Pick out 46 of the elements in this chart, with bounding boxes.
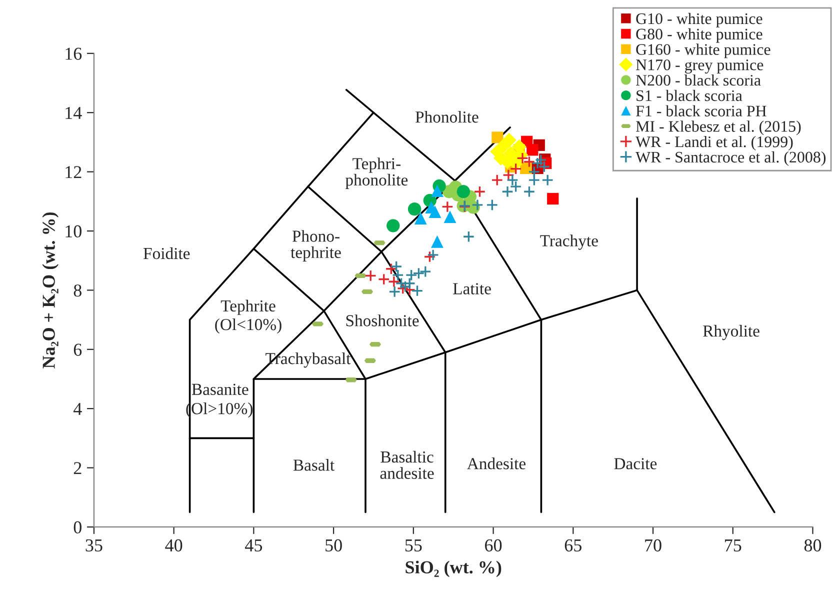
x-tick-label: 40 xyxy=(165,539,182,552)
annotation: Basaltic andesite xyxy=(380,450,434,479)
legend-label: S1 - black scoria xyxy=(636,90,742,102)
x-axis-title: SiO₂ (wt. %) xyxy=(406,560,502,578)
x-tick-label: 55 xyxy=(405,539,422,552)
y-tick-label: 6 xyxy=(74,344,82,356)
annotation: Andesite xyxy=(467,458,526,470)
legend-label: F1 - black scoria PH xyxy=(636,105,766,116)
annotation: Dacite xyxy=(614,458,657,470)
annotation: Foidite xyxy=(144,247,190,260)
y-tick-label: 12 xyxy=(66,166,82,178)
x-tick-label: 45 xyxy=(245,539,262,552)
y-tick-label: 14 xyxy=(66,106,82,119)
y-tick-label: 4 xyxy=(73,402,82,415)
legend-label: G80 - white pumice xyxy=(636,28,762,43)
annotation: Latite xyxy=(453,283,491,294)
annotation: Basalt xyxy=(293,459,334,471)
legend-label: MI - Klebesz et al. (2015) xyxy=(636,120,801,136)
x-tick-label: 80 xyxy=(804,539,822,552)
annotation: Shoshonite xyxy=(346,314,419,326)
annotation: Trachyte xyxy=(540,234,598,250)
annotation: (Ol<10%) xyxy=(215,318,282,334)
x-tick-label: 35 xyxy=(86,539,102,552)
x-tick-label: 50 xyxy=(326,539,342,552)
y-tick-label: 8 xyxy=(74,284,82,297)
legend-label: WR - Santacroce et al. (2008) xyxy=(636,151,826,166)
x-tick-label: 65 xyxy=(564,539,582,552)
legend-label: G160 - white pumice xyxy=(636,44,770,58)
x-tick-label: 60 xyxy=(485,539,502,552)
annotation: Tephri- phonolite xyxy=(345,158,408,189)
y-tick-label: 16 xyxy=(66,48,82,60)
x-tick-label: 75 xyxy=(725,539,742,552)
annotation: Phono- tephrite xyxy=(290,230,341,262)
y-axis-title: Na₂O + K₂O (wt. %) xyxy=(42,212,59,368)
y-tick-label: 0 xyxy=(74,521,82,534)
annotation: Basanite xyxy=(192,384,248,395)
annotation: Tephrite xyxy=(220,300,276,315)
x-tick-label: 70 xyxy=(645,539,662,552)
y-tick-label: 10 xyxy=(66,225,82,238)
annotation: Rhyolite xyxy=(703,324,760,340)
legend-label: WR - Landi et al. (1999) xyxy=(636,136,793,150)
legend-label: N170 - grey pumice xyxy=(636,59,764,74)
y-tick-label: 2 xyxy=(74,462,82,474)
legend-label: G10 - white pumice xyxy=(636,12,762,28)
legend-label: N200 - black scoria xyxy=(636,74,761,86)
annotation: Phonolite xyxy=(416,110,478,123)
